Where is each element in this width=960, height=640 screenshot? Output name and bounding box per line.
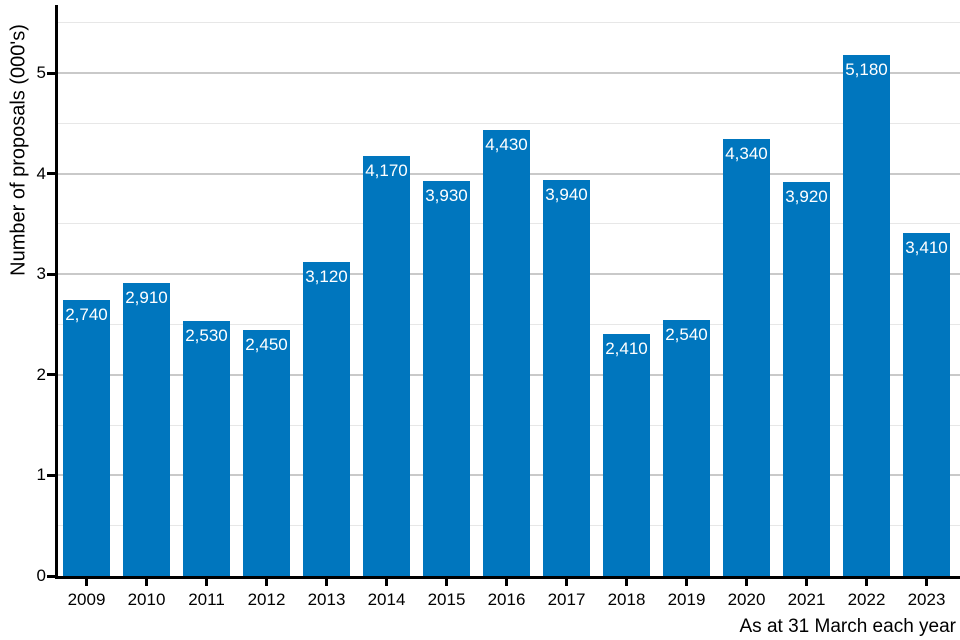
x-tick-label: 2020 [727,590,766,609]
bar-2009 [63,300,110,576]
x-tick-mark [265,579,268,586]
x-tick-label: 2015 [427,590,466,609]
bar-value-label: 2,530 [185,326,228,346]
bar-2010 [123,283,170,576]
bar-2023 [903,232,950,576]
x-tick-label: 2021 [787,590,826,609]
x-tick-label: 2022 [847,590,886,609]
gridline-minor [58,123,960,124]
bar-2012 [243,329,290,576]
y-tick-label: 3 [36,264,46,283]
x-tick-mark [925,579,928,586]
bar-2015 [423,180,470,576]
y-tick-mark [47,474,55,477]
x-tick-label: 2019 [667,590,706,609]
x-tick-mark [625,579,628,586]
bar-value-label: 2,540 [665,325,708,345]
bar-2020 [723,139,770,576]
x-tick-mark [145,579,148,586]
y-tick-mark [47,273,55,276]
x-tick-mark [865,579,868,586]
x-tick-label: 2010 [127,590,166,609]
x-tick-mark [685,579,688,586]
y-tick-mark [47,72,55,75]
x-axis-title: As at 31 March each year [739,616,957,637]
bar-2019 [663,320,710,576]
bar-value-label: 2,410 [605,338,648,358]
x-tick-label: 2009 [67,590,106,609]
bar-value-label: 4,170 [365,161,408,181]
y-tick-label: 4 [36,164,46,183]
bar-2013 [303,262,350,576]
x-tick-label: 2018 [607,590,646,609]
x-tick-mark [385,579,388,586]
bar-value-label: 2,910 [125,288,168,308]
x-tick-label: 2016 [487,590,526,609]
y-tick-label: 2 [36,365,46,384]
bar-value-label: 4,430 [485,135,528,155]
bar-2014 [363,156,410,576]
y-tick-label: 1 [36,465,46,484]
y-axis-line [55,5,58,579]
x-tick-label: 2017 [547,590,586,609]
x-tick-mark [565,579,568,586]
bar-2021 [783,181,830,576]
bar-value-label: 5,180 [845,59,888,79]
y-tick-mark [47,172,55,175]
x-tick-label: 2012 [247,590,286,609]
bar-value-label: 2,450 [245,334,288,354]
x-tick-mark [85,579,88,586]
y-tick-label: 0 [36,566,46,585]
x-tick-mark [745,579,748,586]
bar-2018 [603,333,650,576]
x-axis-line [55,576,960,579]
bar-value-label: 3,940 [545,184,588,204]
gridline-major [58,72,960,74]
x-tick-mark [805,579,808,586]
y-axis-title: Number of proposals (000's) [7,24,30,276]
bar-2017 [543,179,590,576]
x-tick-mark [205,579,208,586]
bar-value-label: 3,120 [305,267,348,287]
x-tick-label: 2014 [367,590,406,609]
gridline-minor [58,22,960,23]
bar-2022 [843,54,890,576]
x-tick-mark [445,579,448,586]
bar-value-label: 3,920 [785,186,828,206]
bar-value-label: 3,930 [425,185,468,205]
x-tick-mark [505,579,508,586]
x-tick-label: 2013 [307,590,346,609]
y-tick-mark [47,373,55,376]
bar-value-label: 4,340 [725,144,768,164]
bar-value-label: 3,410 [905,237,948,257]
y-tick-label: 5 [36,63,46,82]
bar-value-label: 2,740 [65,305,108,325]
x-tick-label: 2023 [907,590,946,609]
bar-2011 [183,321,230,576]
x-tick-label: 2011 [188,590,225,609]
y-tick-mark [47,575,55,578]
bar-2016 [483,130,530,576]
x-tick-mark [325,579,328,586]
